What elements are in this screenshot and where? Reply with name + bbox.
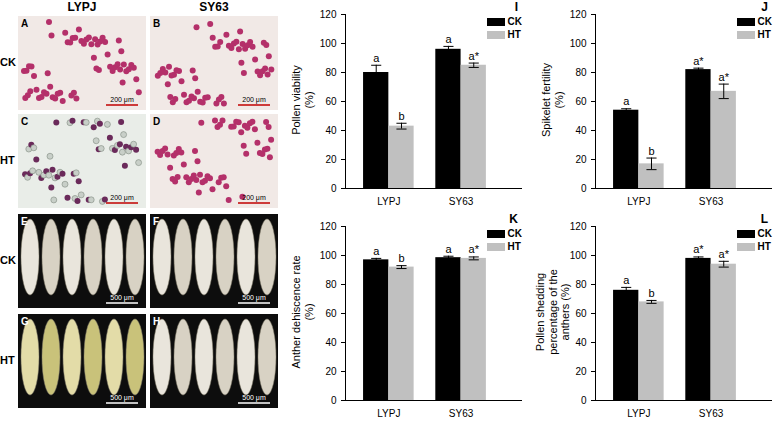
svg-text:0: 0 [331, 183, 337, 194]
svg-text:SY63: SY63 [449, 408, 474, 419]
svg-text:200 μm: 200 μm [242, 194, 266, 202]
html-text:Pollen shedding percentage of: Pollen shedding percentage of the anther… [534, 269, 572, 355]
svg-text:a: a [445, 243, 452, 255]
html-text:L: L [760, 212, 768, 226]
svg-text:a*: a* [693, 243, 704, 255]
html-text:HT: HT [0, 154, 15, 166]
svg-text:80: 80 [325, 279, 337, 290]
svg-text:500 μm: 500 μm [242, 294, 266, 302]
svg-text:a: a [373, 245, 380, 257]
svg-text:200 μm: 200 μm [110, 96, 134, 104]
svg-text:200 μm: 200 μm [242, 96, 266, 104]
html-text:J: J [761, 0, 768, 14]
svg-text:LYPJ: LYPJ [627, 196, 650, 207]
svg-text:SY63: SY63 [699, 408, 724, 419]
svg-text:E: E [21, 216, 28, 227]
html-text:HT: HT [507, 241, 521, 252]
html-text:CK: CK [757, 16, 772, 27]
svg-text:60: 60 [575, 308, 587, 319]
svg-text:20: 20 [325, 366, 337, 377]
svg-text:b: b [648, 287, 654, 299]
svg-text:LYPJ: LYPJ [377, 196, 400, 207]
html-text:LYPJ: LYPJ [67, 0, 97, 14]
html-text:HT: HT [0, 354, 15, 366]
svg-text:100: 100 [570, 38, 587, 49]
svg-text:a: a [373, 52, 380, 64]
svg-text:60: 60 [325, 96, 337, 107]
svg-text:SY63: SY63 [449, 196, 474, 207]
svg-text:b: b [398, 110, 404, 122]
svg-text:LYPJ: LYPJ [377, 408, 400, 419]
svg-text:C: C [21, 116, 28, 127]
svg-text:80: 80 [575, 279, 587, 290]
html-text:CK: CK [0, 254, 16, 266]
svg-text:a*: a* [469, 243, 480, 255]
svg-text:a*: a* [719, 248, 730, 260]
svg-text:40: 40 [325, 337, 337, 348]
svg-text:100: 100 [320, 38, 337, 49]
html-text:HT: HT [757, 29, 771, 40]
svg-text:A: A [21, 18, 28, 29]
svg-text:500 μm: 500 μm [242, 394, 266, 402]
svg-text:LYPJ: LYPJ [627, 408, 650, 419]
svg-text:B: B [153, 18, 160, 29]
html-text:HT: HT [757, 241, 771, 252]
svg-text:120: 120 [570, 9, 587, 20]
svg-text:a: a [623, 274, 630, 286]
html-text:SY63: SY63 [199, 0, 229, 14]
svg-text:120: 120 [320, 9, 337, 20]
svg-text:a*: a* [719, 71, 730, 83]
svg-text:80: 80 [325, 67, 337, 78]
html-text:CK: CK [757, 228, 772, 239]
svg-text:120: 120 [320, 221, 337, 232]
svg-text:SY63: SY63 [699, 196, 724, 207]
svg-text:G: G [21, 316, 29, 327]
svg-text:F: F [153, 216, 159, 227]
svg-text:a*: a* [693, 55, 704, 67]
html-text:HT: HT [507, 29, 521, 40]
svg-text:b: b [398, 252, 404, 264]
html-text:CK: CK [507, 16, 522, 27]
html-text:CK: CK [0, 56, 16, 68]
svg-text:500 μm: 500 μm [110, 294, 134, 302]
html-text:Pollen viability (%): Pollen viability (%) [290, 65, 315, 135]
html-text:Spikelet fertility (%): Spikelet fertility (%) [540, 63, 565, 137]
svg-text:H: H [153, 316, 160, 327]
svg-text:D: D [153, 116, 160, 127]
svg-text:20: 20 [575, 154, 587, 165]
svg-text:20: 20 [325, 154, 337, 165]
svg-text:100: 100 [320, 250, 337, 261]
svg-text:200 μm: 200 μm [110, 194, 134, 202]
svg-text:20: 20 [575, 366, 587, 377]
svg-text:60: 60 [325, 308, 337, 319]
svg-text:40: 40 [325, 125, 337, 136]
svg-text:80: 80 [575, 67, 587, 78]
svg-text:40: 40 [575, 125, 587, 136]
svg-text:b: b [648, 145, 654, 157]
svg-text:0: 0 [581, 183, 587, 194]
svg-text:100: 100 [570, 250, 587, 261]
svg-text:a*: a* [469, 50, 480, 62]
svg-text:0: 0 [581, 395, 587, 406]
svg-text:60: 60 [575, 96, 587, 107]
html-text:K: K [509, 212, 518, 226]
svg-text:a: a [445, 33, 452, 45]
html-text:I: I [514, 0, 518, 14]
html-text:CK: CK [507, 228, 522, 239]
svg-text:120: 120 [570, 221, 587, 232]
svg-text:500 μm: 500 μm [110, 394, 134, 402]
html-text:Anther dehiscence rate (%): Anther dehiscence rate (%) [290, 255, 315, 369]
svg-text:a: a [623, 95, 630, 107]
svg-text:40: 40 [575, 337, 587, 348]
svg-text:0: 0 [331, 395, 337, 406]
